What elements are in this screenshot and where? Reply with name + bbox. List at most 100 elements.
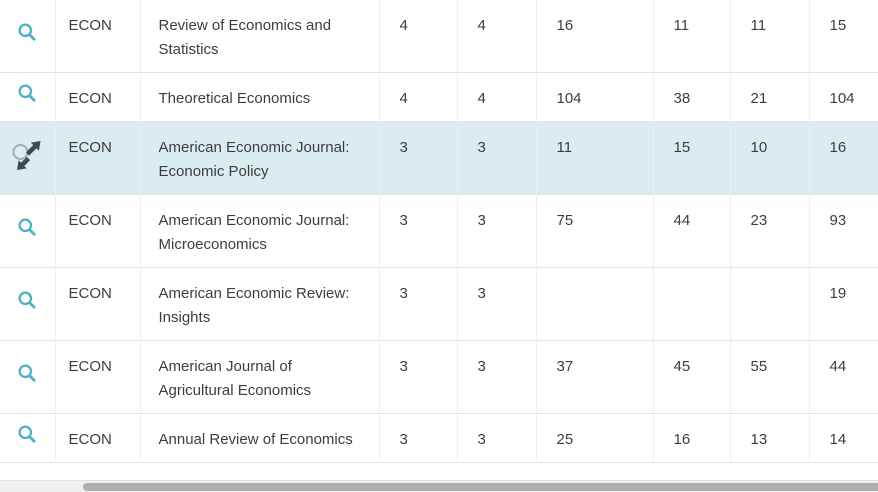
row-detail-cell[interactable] — [0, 0, 56, 73]
value-cell-1: 4 — [379, 0, 458, 73]
value-6: 14 — [829, 431, 847, 448]
value-cell-3: 104 — [536, 72, 654, 122]
value-cell-5 — [730, 267, 810, 341]
journal-table: ECON Review of Economics and Statistics … — [0, 0, 878, 463]
value-2: 4 — [477, 17, 486, 34]
category-cell: ECON — [55, 194, 141, 268]
value-3: 25 — [556, 431, 574, 448]
table-row[interactable]: ECON Annual Review of Economics 3 3 25 1… — [0, 413, 878, 463]
value-4: 45 — [673, 358, 691, 375]
value-5: 23 — [750, 212, 768, 229]
table-row[interactable]: ECON American Economic Journal: Microeco… — [0, 194, 878, 268]
value-1: 4 — [399, 90, 408, 107]
value-cell-2: 3 — [457, 267, 537, 341]
category-cell: ECON — [55, 340, 141, 414]
journal-name-cell: Annual Review of Economics — [140, 413, 380, 463]
value-cell-5: 21 — [730, 72, 810, 122]
table-row[interactable]: ECON American Economic Review: Insights … — [0, 267, 878, 341]
value-cell-6: 93 — [809, 194, 878, 268]
value-6: 19 — [829, 285, 847, 302]
row-detail-cell[interactable] — [0, 413, 56, 463]
value-2: 3 — [477, 139, 486, 156]
search-icon[interactable] — [16, 82, 38, 104]
value-cell-2: 4 — [457, 0, 537, 73]
value-cell-4: 45 — [653, 340, 731, 414]
search-icon[interactable] — [16, 362, 38, 384]
horizontal-scrollbar-thumb[interactable] — [83, 483, 878, 491]
value-4: 15 — [673, 139, 691, 156]
row-detail-cell[interactable] — [0, 267, 56, 341]
value-1: 4 — [399, 17, 408, 34]
search-icon[interactable] — [16, 216, 38, 238]
row-detail-cell[interactable] — [0, 72, 56, 122]
category-label: ECON — [68, 90, 112, 107]
search-icon[interactable] — [16, 423, 38, 445]
value-cell-1: 4 — [379, 72, 458, 122]
journal-name-cell: American Economic Journal: Economic Poli… — [140, 121, 380, 195]
value-cell-4: 38 — [653, 72, 731, 122]
value-cell-5: 13 — [730, 413, 810, 463]
value-cell-2: 3 — [457, 194, 537, 268]
journal-name: Theoretical Economics — [158, 90, 311, 107]
value-cell-3: 11 — [536, 121, 654, 195]
journal-name: Review of Economics and Statistics — [158, 17, 332, 58]
journal-name: American Economic Journal: Microeconomic… — [158, 212, 350, 253]
value-6: 16 — [829, 139, 847, 156]
value-3: 37 — [556, 358, 574, 375]
table-row[interactable]: ECON Theoretical Economics 4 4 104 38 21… — [0, 72, 878, 122]
journal-name-cell: Theoretical Economics — [140, 72, 380, 122]
journal-name-cell: Review of Economics and Statistics — [140, 0, 380, 73]
value-cell-6: 44 — [809, 340, 878, 414]
value-cell-2: 4 — [457, 72, 537, 122]
table-row[interactable]: ECON American Economic Journal: Economic… — [0, 121, 878, 195]
value-cell-5: 10 — [730, 121, 810, 195]
value-2: 3 — [477, 358, 486, 375]
journal-name: Annual Review of Economics — [158, 431, 353, 448]
value-cell-5: 55 — [730, 340, 810, 414]
value-1: 3 — [399, 212, 408, 229]
search-icon[interactable] — [16, 289, 38, 311]
row-detail-cell[interactable] — [0, 340, 56, 414]
search-icon[interactable] — [16, 21, 38, 43]
value-cell-6: 15 — [809, 0, 878, 73]
value-6: 104 — [829, 90, 855, 107]
value-3: 16 — [556, 17, 574, 34]
journal-name: American Economic Journal: Economic Poli… — [158, 139, 350, 180]
table-row[interactable]: ECON American Journal of Agricultural Ec… — [0, 340, 878, 414]
value-3: 104 — [556, 90, 582, 107]
row-detail-cell[interactable] — [0, 194, 56, 268]
category-cell: ECON — [55, 413, 141, 463]
value-1: 3 — [399, 431, 408, 448]
category-label: ECON — [68, 431, 112, 448]
value-6: 44 — [829, 358, 847, 375]
value-cell-3 — [536, 267, 654, 341]
value-3: 75 — [556, 212, 574, 229]
value-cell-2: 3 — [457, 121, 537, 195]
value-cell-3: 75 — [536, 194, 654, 268]
value-cell-2: 3 — [457, 413, 537, 463]
category-label: ECON — [68, 139, 112, 156]
value-3: 11 — [556, 139, 573, 156]
category-label: ECON — [68, 358, 112, 375]
value-cell-1: 3 — [379, 121, 458, 195]
table-row[interactable]: ECON Review of Economics and Statistics … — [0, 0, 878, 73]
value-2: 3 — [477, 285, 486, 302]
row-detail-cell[interactable] — [0, 121, 56, 195]
journal-name-cell: American Journal of Agricultural Economi… — [140, 340, 380, 414]
category-cell: ECON — [55, 72, 141, 122]
value-cell-6: 16 — [809, 121, 878, 195]
value-5: 21 — [750, 90, 768, 107]
value-5: 13 — [750, 431, 768, 448]
value-cell-4 — [653, 267, 731, 341]
journal-name-cell: American Economic Journal: Microeconomic… — [140, 194, 380, 268]
category-label: ECON — [68, 17, 112, 34]
value-cell-3: 37 — [536, 340, 654, 414]
value-cell-4: 44 — [653, 194, 731, 268]
horizontal-scrollbar[interactable] — [0, 480, 878, 492]
value-1: 3 — [399, 285, 408, 302]
value-cell-4: 15 — [653, 121, 731, 195]
resize-cursor-icon — [8, 133, 46, 175]
value-cell-1: 3 — [379, 267, 458, 341]
value-5: 11 — [750, 17, 767, 34]
